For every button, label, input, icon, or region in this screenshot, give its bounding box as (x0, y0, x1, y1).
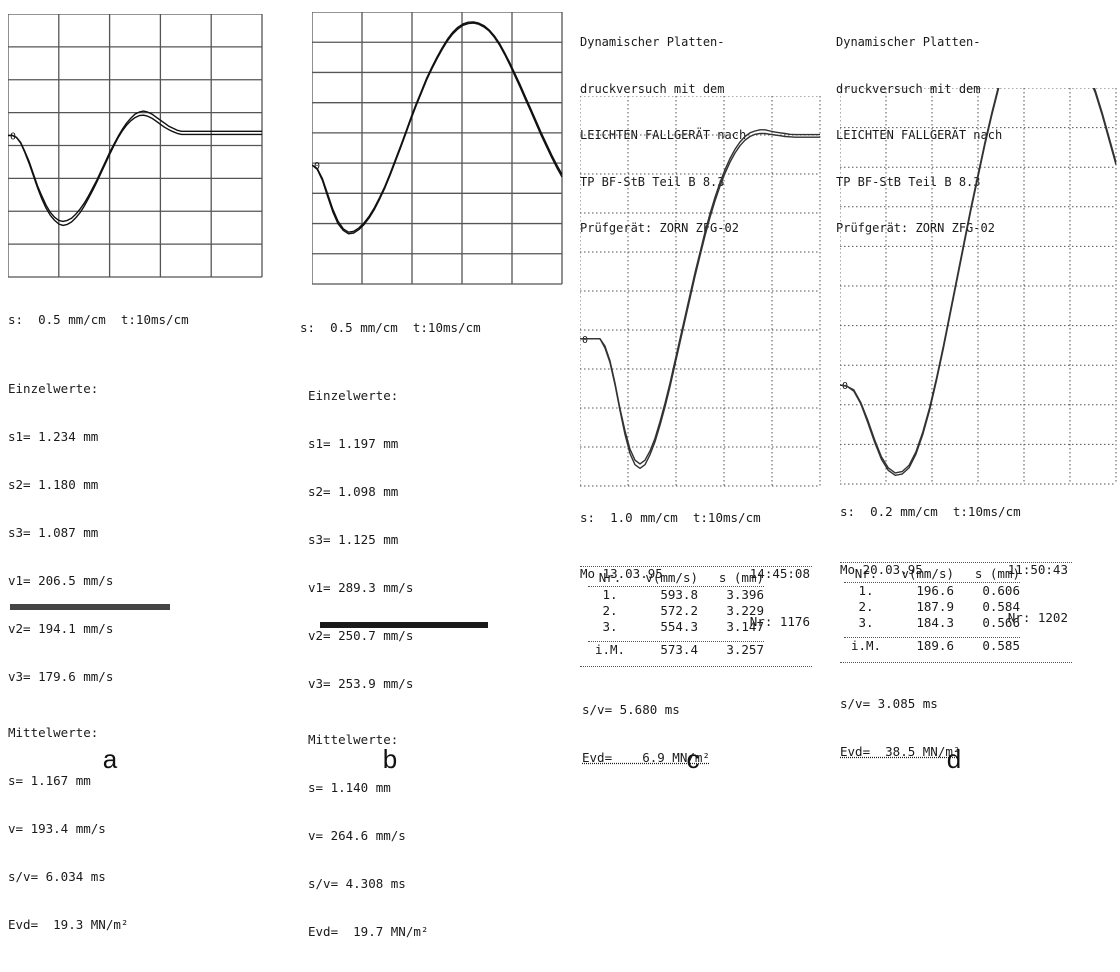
mittel-line: s= 1.167 mm (8, 773, 91, 788)
panel-c: Dynamischer Platten- druckversuch mit de… (578, 0, 824, 776)
nr-d: Nr: 1202 (1007, 610, 1068, 625)
einzel-line: v1= 206.5 mm/s (8, 573, 114, 588)
series-line-2 (8, 114, 262, 227)
datetime-c: Mo 13.03.95 14:45:08 Nr: 1176 (580, 534, 810, 662)
datetime-d: Mo 20.03.95 11:50:43 Nr: 1202 (840, 530, 1068, 658)
mittel-line: v= 193.4 mm/s (8, 821, 106, 836)
sv-d: s/v= 3.085 ms (840, 696, 938, 711)
einzel-line: s1= 1.197 mm (308, 436, 399, 451)
einzel-line: s2= 1.098 mm (308, 484, 399, 499)
series-line-1 (312, 21, 563, 233)
header-line: Dynamischer Platten- (580, 35, 725, 49)
panel-label-d: d (946, 744, 962, 774)
header-line: druckversuch mit dem (836, 81, 981, 96)
einzel-line: s3= 1.125 mm (308, 532, 399, 547)
einzelwerte-title-b: Einzelwerte: (308, 388, 399, 403)
table-header: Nr. v(mm/s) s (mm) (854, 566, 1020, 581)
mittelwerte-title-a: Mittelwerte: (8, 725, 99, 740)
einzel-line: v2= 194.1 mm/s (8, 621, 114, 636)
table-row: 1. 593.8 3.396 (588, 586, 764, 603)
result-table-c: Nr. v(mm/s) s (mm) 1. 593.8 3.396 2. 572… (588, 570, 764, 658)
panel-label-a: a (102, 744, 118, 774)
table-mean-row: i.M. 189.6 0.585 (844, 637, 1020, 654)
mittel-line: s/v= 6.034 ms (8, 869, 106, 884)
table-mean-row: i.M. 573.4 3.257 (588, 641, 764, 658)
values-block-a: Einzelwerte: s1= 1.234 mm s2= 1.180 mm s… (8, 349, 128, 965)
series-line-2 (312, 22, 563, 235)
mittel-line: s= 1.140 mm (308, 780, 391, 795)
panel-label-b: b (382, 744, 398, 774)
einzel-line: s3= 1.087 mm (8, 525, 99, 540)
scale-label-c: s: 1.0 mm/cm t:10ms/cm (580, 510, 761, 525)
zero-label: 0 (10, 131, 16, 142)
series-line-2 (580, 132, 820, 469)
panel-label-c: c (686, 744, 700, 774)
table-header: Nr. v(mm/s) s (mm) (598, 570, 764, 585)
series-line-1 (580, 129, 820, 465)
series-line-2 (840, 88, 1117, 476)
header-line: Dynamischer Platten- (836, 35, 981, 49)
header-line: LEICHTEN FALLGERÄT nach (836, 128, 1003, 142)
scale-label-b: s: 0.5 mm/cm t:10ms/cm (300, 320, 481, 335)
summary-d: s/v= 3.085 ms Evd= 38.5 MN/m² (840, 664, 960, 792)
time-d: 11:50:43 (1007, 562, 1068, 577)
evd-line-b: Evd= 19.7 MN/m² (308, 924, 429, 939)
table-row: 3. 184.3 0.566 (858, 615, 1020, 630)
einzel-line: v3= 253.9 mm/s (308, 676, 414, 691)
table-row: 2. 572.2 3.229 (602, 603, 764, 618)
result-table-d: Nr. v(mm/s) s (mm) 1. 196.6 0.606 2. 187… (844, 566, 1020, 654)
table-row: 1. 196.6 0.606 (844, 582, 1020, 599)
series-line-1 (8, 110, 262, 223)
print-bar-b (320, 622, 488, 628)
panel-d: Dynamischer Platten- druckversuch mit de… (834, 0, 1120, 776)
zero-label: 0 (582, 335, 588, 346)
nr-c: Nr: 1176 (749, 614, 810, 629)
time-c: 14:45:08 (749, 566, 810, 581)
panel-b: 0 s: 0.5 mm/cm t:10ms/cm Einzelwerte: s1… (290, 0, 565, 939)
mittel-line: v= 264.6 mm/s (308, 828, 406, 843)
values-block-b: Einzelwerte: s1= 1.197 mm s2= 1.098 mm s… (308, 356, 428, 972)
header-line: druckversuch mit dem (580, 81, 725, 96)
table-row: 2. 187.9 0.584 (858, 599, 1020, 614)
header-line: TP BF-StB Teil B 8.3 (580, 174, 725, 189)
chart-a: 0 (8, 14, 263, 278)
chart-b: 0 (312, 12, 563, 285)
divider (580, 666, 812, 667)
summary-c: s/v= 5.680 ms Evd= 6.9 MN/m² (582, 670, 710, 798)
evd-c: Evd= 6.9 MN/m² (582, 750, 710, 765)
header-d: Dynamischer Platten- druckversuch mit de… (836, 4, 1002, 268)
zero-label: 0 (314, 161, 320, 172)
mittel-line: s/v= 4.308 ms (308, 876, 406, 891)
einzel-line: v3= 179.6 mm/s (8, 669, 114, 684)
einzel-line: s1= 1.234 mm (8, 429, 99, 444)
sv-c: s/v= 5.680 ms (582, 702, 680, 717)
print-bar-a (10, 604, 170, 610)
date-c: Mo 13.03.95 (580, 566, 663, 581)
date-d: Mo 20.03.95 (840, 562, 923, 577)
einzel-line: v2= 250.7 mm/s (308, 628, 414, 643)
scale-label-d: s: 0.2 mm/cm t:10ms/cm (840, 504, 1021, 519)
evd-d: Evd= 38.5 MN/m² (840, 744, 961, 759)
einzelwerte-title-a: Einzelwerte: (8, 381, 99, 396)
header-line: Prüfgerät: ZORN ZFG-02 (836, 221, 995, 235)
table-row: 3. 554.3 3.147 (602, 619, 764, 634)
einzel-line: v1= 289.3 mm/s (308, 580, 414, 595)
chart-c: 0 (580, 96, 821, 487)
divider (580, 566, 812, 567)
evd-line-a: Evd= 19.3 MN/m² (8, 917, 129, 932)
divider (840, 662, 1072, 663)
panel-a: 0 s: 0.5 mm/cm t:10ms/cm Einzelwerte: s1… (0, 0, 270, 932)
header-line: TP BF-StB Teil B 8.3 (836, 174, 981, 189)
mittelwerte-title-b: Mittelwerte: (308, 732, 399, 747)
einzel-line: s2= 1.180 mm (8, 477, 99, 492)
divider (840, 562, 1072, 563)
scale-label-a: s: 0.5 mm/cm t:10ms/cm (8, 312, 189, 327)
header-c: Dynamischer Platten- druckversuch mit de… (580, 4, 746, 268)
chart-d: 0 (840, 88, 1117, 485)
